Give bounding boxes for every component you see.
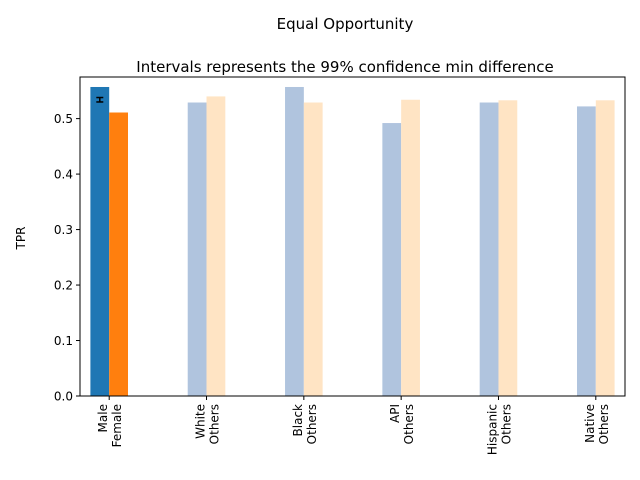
x-tick-label-3-line-1: Black bbox=[291, 404, 305, 437]
x-tick-label-2: WhiteOthers bbox=[194, 404, 222, 444]
bar-4-2 bbox=[401, 99, 420, 396]
bar-4-1 bbox=[382, 123, 402, 396]
y-tick-label-5: 0.4 bbox=[54, 168, 73, 182]
x-tick-label-4: APIOthers bbox=[388, 404, 416, 444]
plot-area: MaleFemale WhiteOthers BlackOthers APIOther… bbox=[54, 76, 626, 455]
bar-3-2 bbox=[303, 102, 323, 397]
x-tick-label-3-line-2: Others bbox=[305, 404, 319, 444]
x-tick-label-3: BlackOthers bbox=[291, 404, 319, 444]
x-tick-label-6-line-2: Others bbox=[597, 404, 611, 444]
x-tick-label-5-line-1: Hispanic bbox=[485, 404, 499, 455]
y-tick-label-4: 0.3 bbox=[54, 223, 73, 237]
x-tick-label-5: HispanicOthers bbox=[485, 404, 513, 455]
y-tick-label-1: 0.0 bbox=[54, 390, 73, 404]
x-tick-label-1-line-2: Female bbox=[110, 404, 124, 447]
bar-5-1 bbox=[479, 102, 499, 397]
y-tick-label-3: 0.2 bbox=[54, 279, 73, 293]
x-tick-label-5-line-2: Others bbox=[499, 404, 513, 444]
x-tick-label-1: MaleFemale bbox=[96, 404, 124, 447]
y-tick-label-6: 0.5 bbox=[54, 112, 73, 126]
x-tick-label-4-line-1: API bbox=[388, 404, 402, 423]
y-axis-label: TPR bbox=[14, 227, 28, 251]
chart-title: Equal Opportunity bbox=[277, 15, 414, 33]
y-tick-label-2: 0.1 bbox=[54, 334, 73, 348]
bar-1-1 bbox=[90, 86, 110, 396]
bar-1-2 bbox=[109, 112, 128, 396]
x-tick-label-4-line-2: Others bbox=[402, 404, 416, 444]
bar-3-1 bbox=[285, 86, 304, 396]
bar-6-1 bbox=[577, 106, 596, 397]
bar-5-2 bbox=[498, 100, 518, 396]
x-tick-label-2-line-2: Others bbox=[208, 404, 222, 444]
x-tick-label-6-line-1: Native bbox=[583, 404, 597, 443]
chart-subtitle: Intervals represents the 99% confidence … bbox=[136, 58, 553, 76]
x-tick-label-2-line-1: White bbox=[194, 404, 208, 439]
x-tick-label-1-line-1: Male bbox=[96, 404, 110, 432]
bar-6-2 bbox=[595, 100, 615, 396]
bar-2-1 bbox=[187, 102, 207, 397]
x-tick-label-6: NativeOthers bbox=[583, 404, 611, 444]
bar-2-2 bbox=[206, 96, 226, 396]
axes-frame bbox=[79, 76, 626, 397]
